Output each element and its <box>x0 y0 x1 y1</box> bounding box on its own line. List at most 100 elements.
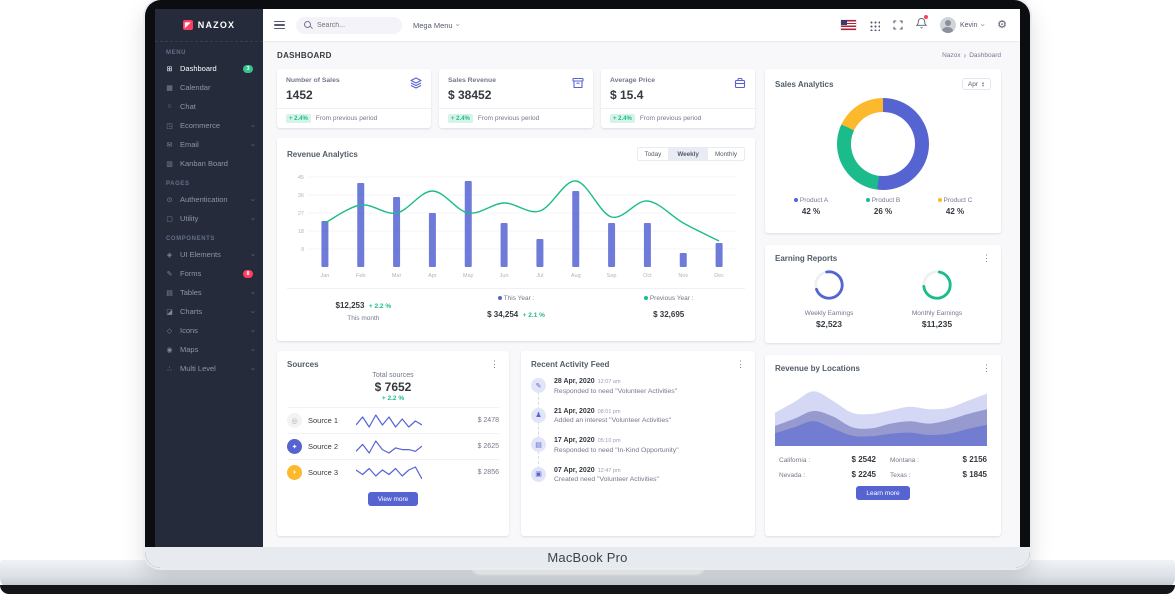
ui-elements-icon: ◈ <box>166 251 173 259</box>
search-box[interactable] <box>296 16 402 34</box>
sidebar-item-calendar[interactable]: ▦ Calendar <box>166 83 211 92</box>
kanban-icon: ▥ <box>166 160 173 168</box>
svg-text:27: 27 <box>298 211 304 217</box>
this-year-dot <box>497 296 502 301</box>
language-flag-icon[interactable] <box>840 20 856 30</box>
svg-text:Jun: Jun <box>500 273 509 279</box>
chevron-down-icon: › <box>248 198 256 201</box>
chevron-down-icon: › <box>248 143 256 146</box>
apps-grid-icon[interactable] <box>868 19 880 31</box>
fullscreen-icon[interactable] <box>893 20 903 30</box>
view-more-button[interactable]: View more <box>367 492 419 506</box>
stat-value: 1452 <box>286 88 313 102</box>
user-menu[interactable]: Kevin › <box>939 17 988 33</box>
period-select[interactable]: Apr ▲ ▼ <box>961 78 991 90</box>
utility-icon: ▢ <box>166 215 173 223</box>
monthly-earnings: Monthly Earnings $11,235 <box>883 268 991 329</box>
range-button-monthly[interactable]: Monthly <box>706 147 745 161</box>
user-name: Kevin <box>959 21 978 29</box>
multi-level-icon: ∴ <box>167 365 172 373</box>
kebab-menu-icon[interactable]: ⋮ <box>736 359 745 369</box>
sidebar-item-ui-elements[interactable]: ◈ UI Elements › <box>166 250 256 259</box>
revenue-this-year-summary: This Year : $ 34,254 + 2.1 % <box>487 295 545 319</box>
source-sparkline <box>356 465 422 479</box>
stat-card-average-price: Average Price $ 15.4 + 2.4% From <box>601 69 755 128</box>
legend-product-a: Product A 42 % <box>775 197 847 216</box>
laptop-base-edge <box>0 585 1175 594</box>
sidebar-item-tables[interactable]: ▤ Tables › <box>166 288 256 297</box>
range-button-weekly[interactable]: Weekly <box>669 147 707 161</box>
svg-text:9: 9 <box>301 247 304 253</box>
search-input[interactable] <box>317 21 387 29</box>
sidebar-item-chat[interactable]: ○ Chat <box>155 97 263 116</box>
svg-text:Oct: Oct <box>643 273 652 279</box>
chevron-down-icon: › <box>248 367 256 370</box>
main-content: DASHBOARD Nazox › Dashboard <box>263 41 1020 547</box>
svg-text:May: May <box>463 273 474 279</box>
chevron-down-icon: › <box>248 291 256 294</box>
avatar <box>939 17 956 33</box>
briefcase-icon <box>734 77 746 89</box>
range-button-today[interactable]: Today <box>636 147 670 161</box>
laptop-lid-notch <box>469 566 706 576</box>
brand-logo-icon: ◤ <box>182 20 193 30</box>
sidebar-section-menu: MENU <box>166 50 187 56</box>
revenue-prev-year-summary: Previous Year : $ 32,695 <box>592 295 745 322</box>
learn-more-button[interactable]: Learn more <box>856 486 910 500</box>
legend-dot <box>937 198 942 203</box>
menu-toggle-icon[interactable] <box>274 21 285 29</box>
sidebar-item-utility[interactable]: ▢ Utility › <box>166 214 256 223</box>
sidebar-item-authentication[interactable]: ⊙ Authentication › <box>166 195 256 204</box>
kebab-menu-icon[interactable]: ⋮ <box>490 359 499 369</box>
activity-item: ♟ 21 Apr, 2020 08:01 pm Added an interest… <box>531 402 745 439</box>
svg-text:Feb: Feb <box>356 273 365 279</box>
breadcrumb-root[interactable]: Nazox <box>942 52 961 59</box>
recent-activity-card: Recent Activity Feed ⋮ ✎ 28 Apr, 2020 12:… <box>521 351 755 536</box>
select-arrows-icon: ▲ ▼ <box>981 79 985 88</box>
maps-icon: ◉ <box>166 346 173 354</box>
sidebar-item-dashboard[interactable]: ⊞ Dashboard 3 <box>155 59 263 78</box>
ecommerce-icon: ◳ <box>166 122 173 130</box>
sidebar-item-forms[interactable]: ✎ Forms 8 <box>155 264 263 283</box>
svg-text:Dec: Dec <box>714 273 724 279</box>
sidebar-item-multi-level[interactable]: ∴ Multi Level › <box>155 359 263 378</box>
sales-donut-chart <box>837 98 929 190</box>
sidebar-item-maps[interactable]: ◉ Maps › <box>166 345 256 354</box>
sidebar-item-email[interactable]: ✉ Email › <box>166 140 256 149</box>
weekly-earnings: Weekly Earnings $2,523 <box>775 268 883 329</box>
kebab-menu-icon[interactable]: ⋮ <box>982 253 991 263</box>
source-row-1[interactable]: ◎ Source 1 $ 2478 <box>287 407 499 433</box>
card-title: Recent Activity Feed <box>531 360 610 369</box>
sources-total: $ 7652 <box>374 380 412 394</box>
revenue-analytics-chart: 9 18 27 36 45 Jan Feb Mar Apr May Jun Jul Aug Sep Oct N… <box>298 175 737 279</box>
sidebar-section-components: COMPONENTS <box>166 236 216 242</box>
sources-card: Sources ⋮ Total sources $ 7652 + 2.2 % ◎ <box>277 351 509 536</box>
revenue-month-summary: $12,253 + 2.2 % This month <box>335 301 392 322</box>
stat-value: $ 15.4 <box>610 88 644 102</box>
source-row-3[interactable]: ◗ Source 3 $ 2856 <box>287 459 499 485</box>
bell-icon <box>915 17 928 29</box>
location-stat-california: California : $ 2542 <box>779 455 876 464</box>
mega-menu-button[interactable]: Mega Menu › <box>413 20 462 30</box>
sidebar-item-ecommerce[interactable]: ◳ Ecommerce › <box>166 121 256 130</box>
sidebar-item-charts[interactable]: ◪ Charts › <box>166 307 256 316</box>
brand-logo[interactable]: ◤ NAZOX <box>155 9 263 41</box>
source-3-icon: ◗ <box>287 465 302 480</box>
notifications-button[interactable] <box>915 15 928 34</box>
sidebar-item-icons[interactable]: ◇ Icons › <box>166 326 256 335</box>
chevron-down-icon: › <box>248 348 256 351</box>
settings-gear-icon[interactable]: ⚙ <box>997 18 1007 31</box>
kebab-menu-icon[interactable]: ⋮ <box>982 363 991 373</box>
prev-year-dot <box>643 296 648 301</box>
revenue-locations-chart <box>775 391 987 446</box>
svg-text:Aug: Aug <box>571 273 581 279</box>
breadcrumb: Nazox › Dashboard <box>942 51 1001 59</box>
location-stat-nevada: Nevada : $ 2245 <box>779 470 876 479</box>
sidebar-item-kanban-board[interactable]: ▥ Kanban Board <box>166 159 228 168</box>
chevron-down-icon: › <box>248 310 256 313</box>
source-row-2[interactable]: ✦ Source 2 $ 2625 <box>287 433 499 459</box>
card-title: Revenue by Locations <box>775 364 860 373</box>
source-sparkline <box>356 439 422 454</box>
edit-icon: ✎ <box>531 378 546 393</box>
